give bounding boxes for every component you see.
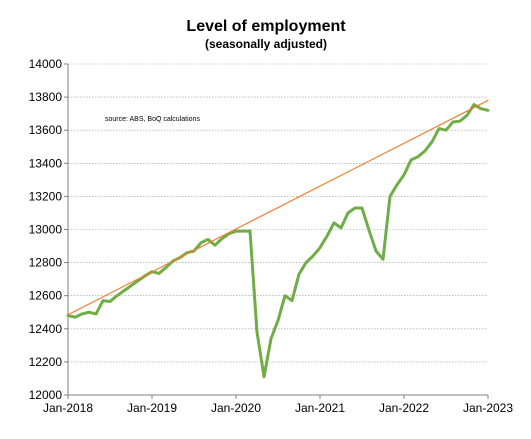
y-tick-label: 13200 — [29, 189, 63, 203]
axes: 12000 12200 12400 12600 12800 13000 13200 13400… — [29, 57, 514, 415]
y-tick-label: 12000 — [29, 388, 63, 402]
x-tick-label: Jan-2019 — [127, 401, 177, 415]
series-line-employment — [66, 103, 490, 379]
y-tick-label: 12800 — [29, 256, 63, 270]
series-line-trend — [67, 99, 489, 316]
y-tick-label: 13800 — [29, 90, 63, 104]
y-tick-label: 12600 — [29, 289, 63, 303]
y-tick-label: 13000 — [29, 223, 63, 237]
chart-title: Level of employment — [186, 18, 346, 35]
x-tick-label: Jan-2018 — [43, 401, 93, 415]
x-tick-label: Jan-2021 — [295, 401, 345, 415]
x-tick-label: Jan-2020 — [211, 401, 261, 415]
y-tick-label: 14000 — [29, 57, 63, 71]
y-tick-label: 12400 — [29, 322, 63, 336]
grid — [68, 63, 488, 363]
source-annotation: source: ABS, BoQ calculations — [105, 116, 200, 123]
x-tick-label: Jan-2022 — [379, 401, 429, 415]
y-tick-label: 12200 — [29, 355, 63, 369]
y-tick-label: 13400 — [29, 156, 63, 170]
x-tick-label: Jan-2023 — [463, 401, 513, 415]
chart-subtitle: (seasonally adjusted) — [205, 37, 327, 51]
y-tick-label: 13600 — [29, 123, 63, 137]
series-group — [66, 99, 490, 379]
